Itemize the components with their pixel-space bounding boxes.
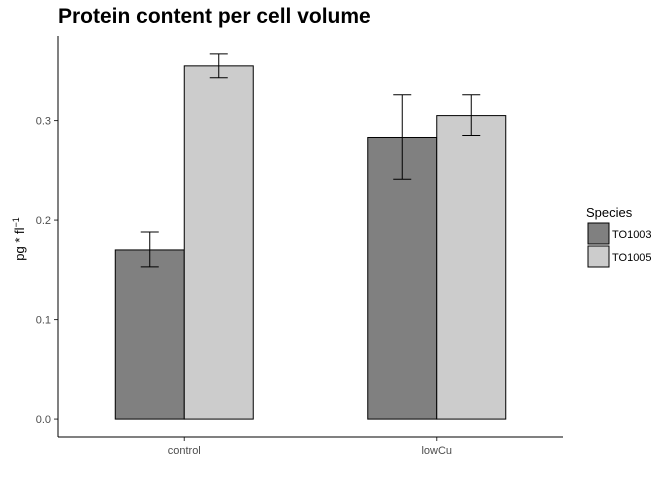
bar-TO1005-lowCu bbox=[436, 115, 507, 420]
bar-TO1003-lowCu bbox=[367, 136, 438, 420]
legend-label-TO1005: TO1005 bbox=[612, 252, 652, 264]
x-tick-label: lowCu bbox=[421, 445, 452, 457]
error-bar-TO1005-control bbox=[209, 53, 228, 79]
bar-TO1005-control bbox=[183, 65, 254, 420]
x-tick-label: control bbox=[168, 445, 201, 457]
legend: Species TO1003 TO1005 bbox=[586, 205, 652, 268]
plot-area: 0.0 0.1 0.2 0.3 control lowCu bbox=[36, 53, 507, 457]
legend-label-TO1003: TO1003 bbox=[612, 229, 652, 241]
y-tick-label: 0.0 bbox=[36, 414, 51, 426]
y-axis-label-text: pg * fl bbox=[12, 227, 27, 260]
error-bar-TO1003-lowCu bbox=[393, 94, 412, 180]
legend-title: Species bbox=[586, 205, 633, 220]
chart-title: Protein content per cell volume bbox=[58, 5, 371, 28]
bar-TO1003-control bbox=[114, 249, 185, 420]
y-tick-label: 0.1 bbox=[36, 315, 51, 327]
legend-key-TO1005 bbox=[587, 245, 610, 268]
y-tick-label: 0.2 bbox=[36, 215, 51, 227]
y-tick-label: 0.3 bbox=[36, 116, 51, 128]
error-bar-TO1005-lowCu bbox=[462, 94, 481, 137]
legend-key-TO1003 bbox=[587, 222, 610, 245]
y-axis-label: pg * fl−1 bbox=[11, 217, 27, 261]
error-bar-TO1003-control bbox=[140, 231, 159, 268]
y-axis-label-exponent: −1 bbox=[11, 217, 21, 227]
